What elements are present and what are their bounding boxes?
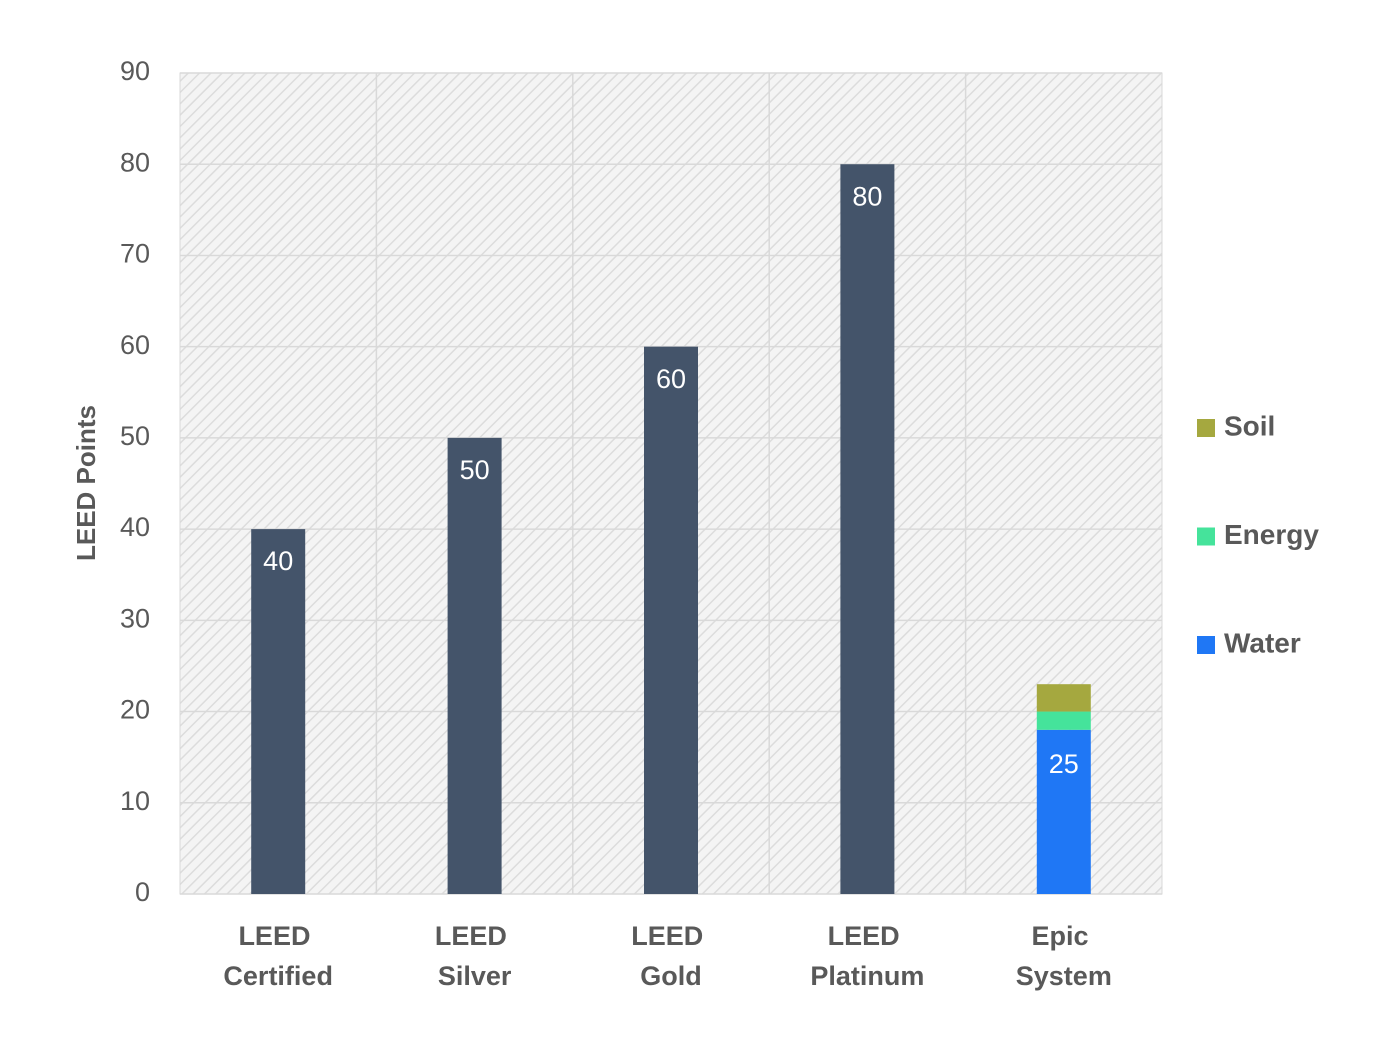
y-tick-label: 40 [120, 512, 150, 542]
bar-segment [1036, 729, 1091, 894]
data-label: 60 [656, 364, 686, 394]
bar [447, 437, 502, 894]
stack-label: 25 [1049, 749, 1079, 779]
legend-swatch [1197, 419, 1215, 437]
bar-segment [1036, 684, 1091, 712]
y-axis-title: LEED Points [71, 405, 101, 561]
y-tick-label: 90 [120, 56, 150, 86]
y-tick-label: 30 [120, 603, 150, 633]
y-tick-label: 70 [120, 239, 150, 269]
y-tick-label: 60 [120, 330, 150, 360]
bar [251, 529, 306, 894]
y-tick-label: 0 [135, 877, 150, 907]
y-tick-label: 10 [120, 786, 150, 816]
x-tick-label: LEED Gold [631, 921, 711, 991]
data-label: 40 [263, 546, 293, 576]
x-tick-label: Epic System [1016, 921, 1112, 991]
bar-segment [1036, 711, 1091, 730]
x-tick-label: LEED Certified [223, 921, 333, 991]
legend-label: Water [1224, 627, 1301, 658]
legend-label: Soil [1224, 410, 1275, 441]
x-tick-label: LEED Platinum [810, 921, 924, 991]
legend-swatch [1197, 527, 1215, 546]
data-label: 50 [460, 455, 490, 485]
x-tick-label: LEED Silver [435, 921, 515, 991]
data-label: 80 [852, 181, 882, 211]
legend-swatch [1197, 636, 1215, 654]
bar [644, 346, 698, 895]
y-tick-label: 20 [120, 695, 150, 725]
bar [840, 164, 895, 894]
y-tick-label: 50 [120, 421, 150, 451]
legend-label: Energy [1224, 519, 1319, 550]
y-tick-label: 80 [120, 147, 150, 177]
